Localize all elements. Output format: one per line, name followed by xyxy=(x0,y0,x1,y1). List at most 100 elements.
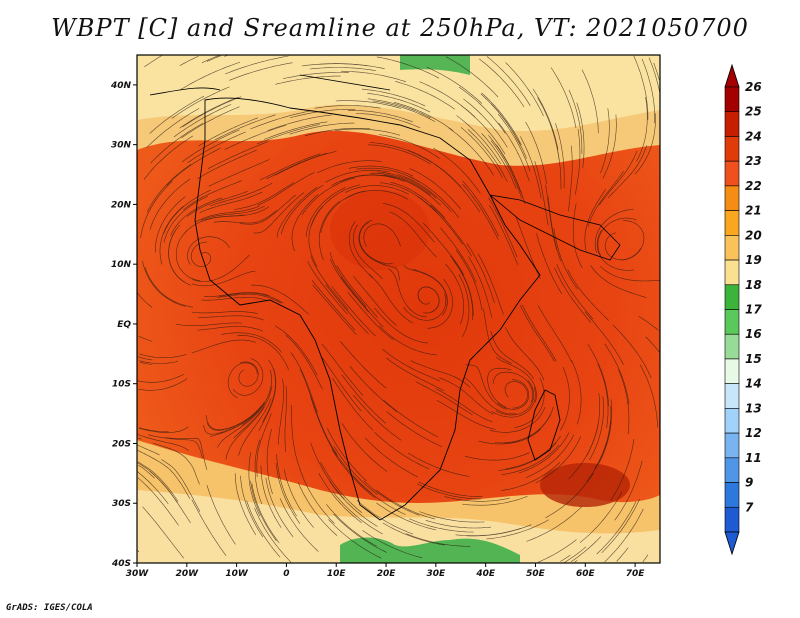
streamline xyxy=(197,326,264,332)
colorbar-label: 24 xyxy=(745,129,762,143)
colorbar-label: 15 xyxy=(745,352,762,366)
streamline xyxy=(320,461,363,514)
streamline xyxy=(267,114,332,131)
streamline xyxy=(378,134,440,159)
streamline xyxy=(265,477,294,538)
streamline xyxy=(208,159,270,187)
streamline xyxy=(486,56,531,106)
streamline xyxy=(409,518,474,533)
streamline xyxy=(329,252,367,308)
streamline xyxy=(495,356,537,403)
streamline xyxy=(587,171,624,227)
streamline xyxy=(224,55,228,57)
streamline xyxy=(266,428,273,495)
streamline xyxy=(467,129,508,182)
streamline xyxy=(146,108,200,149)
streamline xyxy=(232,358,264,396)
streamline xyxy=(374,432,430,470)
streamline xyxy=(433,147,481,194)
streamline xyxy=(642,554,649,563)
streamline xyxy=(397,174,452,212)
streamline xyxy=(204,206,270,221)
streamline xyxy=(251,483,280,544)
streamline xyxy=(597,363,609,429)
streamline xyxy=(550,67,577,129)
streamline xyxy=(547,196,562,262)
streamline xyxy=(278,378,284,445)
streamline xyxy=(333,445,378,496)
streamline xyxy=(289,122,355,135)
streamline xyxy=(359,221,393,265)
lon-label: 30W xyxy=(126,569,150,579)
streamline xyxy=(545,473,594,519)
colorbar-swatch xyxy=(724,259,740,286)
streamline xyxy=(584,311,624,366)
streamline xyxy=(171,86,230,119)
streamline xyxy=(444,496,511,502)
colorbar-swatch xyxy=(724,136,740,162)
streamline xyxy=(639,364,658,428)
streamline xyxy=(455,250,483,311)
streamline xyxy=(536,233,563,295)
streamline xyxy=(407,452,470,477)
streamline xyxy=(363,223,401,247)
colorbar-swatch xyxy=(724,86,740,113)
streamline xyxy=(436,400,496,430)
streamline xyxy=(348,110,413,123)
streamline xyxy=(497,379,529,410)
streamline xyxy=(601,498,640,554)
streamline xyxy=(256,124,320,145)
streamline xyxy=(519,432,570,474)
streamline xyxy=(274,325,318,376)
south-cooler-band xyxy=(137,490,660,563)
streamline xyxy=(525,121,547,185)
streamline xyxy=(645,336,661,353)
streamline xyxy=(335,100,402,109)
streamline xyxy=(150,122,204,164)
streamline xyxy=(144,453,191,500)
streamline xyxy=(568,145,573,212)
streamline xyxy=(571,360,582,425)
streamline xyxy=(501,462,560,491)
streamline xyxy=(144,55,163,68)
colorbar-label: 14 xyxy=(745,377,762,391)
streamline xyxy=(349,221,373,279)
streamline xyxy=(481,92,522,146)
streamline xyxy=(390,182,446,219)
streamline xyxy=(458,274,470,338)
streamline xyxy=(333,513,388,553)
colorbar-swatch xyxy=(724,333,740,360)
streamline xyxy=(168,224,186,283)
streamline xyxy=(192,311,258,315)
streamline xyxy=(488,135,522,193)
streamline xyxy=(238,398,272,456)
streamline xyxy=(307,261,348,315)
colorbar-swatch xyxy=(724,408,740,434)
streamline xyxy=(370,172,431,196)
streamline xyxy=(587,344,609,407)
streamline xyxy=(440,227,477,283)
streamline xyxy=(374,307,429,344)
streamline xyxy=(254,507,292,563)
streamline xyxy=(581,69,599,134)
colorbar-label: 26 xyxy=(745,80,762,94)
streamline xyxy=(206,485,236,545)
streamline xyxy=(464,452,530,461)
streamline xyxy=(363,480,420,516)
streamline xyxy=(251,284,309,315)
streamline xyxy=(224,124,287,150)
streamline xyxy=(367,93,431,113)
streamline xyxy=(138,464,155,479)
streamline xyxy=(599,150,638,206)
streamline xyxy=(198,117,259,147)
streamline xyxy=(376,56,440,79)
streamline xyxy=(380,182,438,214)
streamline xyxy=(382,348,441,382)
streamline xyxy=(462,184,499,240)
streamline xyxy=(537,539,577,563)
streamline xyxy=(227,362,258,399)
streamline xyxy=(246,500,281,558)
streamline xyxy=(403,264,448,307)
streamline xyxy=(620,220,645,261)
